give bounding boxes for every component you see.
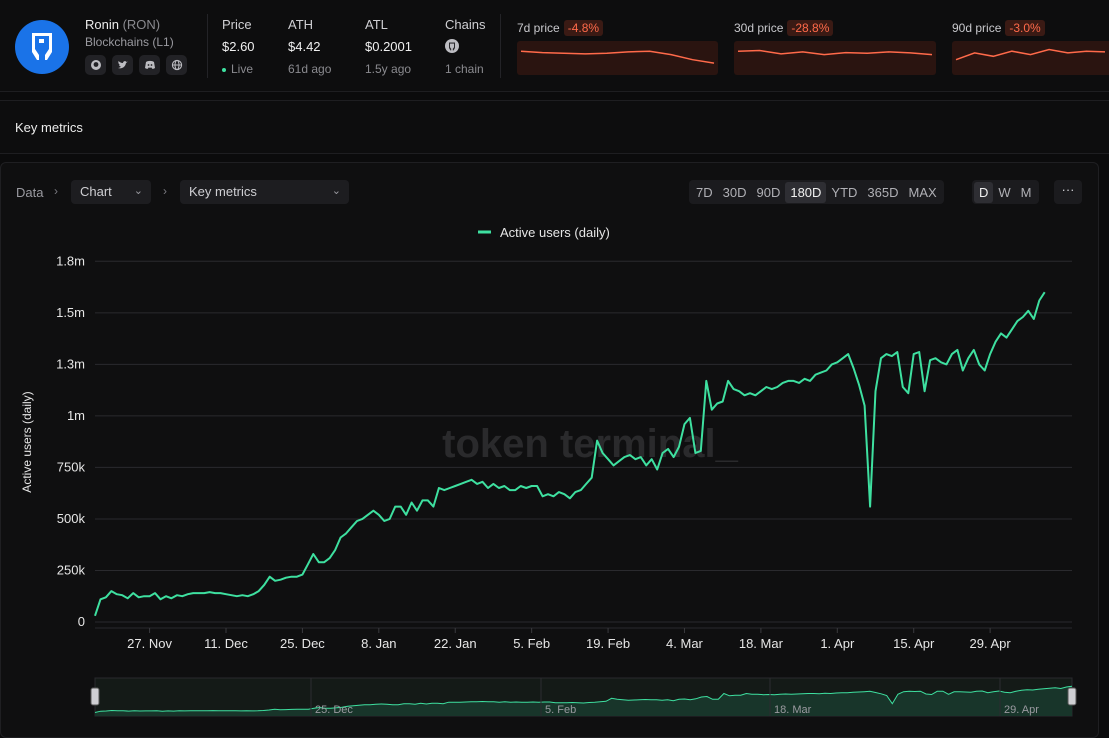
stat-label: ATH (288, 17, 314, 32)
granularity-button-d[interactable]: D (974, 181, 994, 203)
divider (207, 14, 208, 78)
range-button-7d[interactable]: 7D (696, 184, 713, 200)
price-change-label: 30d price (734, 21, 784, 35)
view-select[interactable]: Chart ⌄ (71, 180, 151, 204)
range-selector: 7D 30D 90D 180D YTD 365D MAX (689, 180, 944, 204)
price-change-badge: -4.8% (563, 20, 604, 36)
chevron-right-icon: › (54, 184, 58, 198)
price-change-90d: 90d price -3.0% (952, 20, 1045, 36)
range-button-30d[interactable]: 30D (722, 184, 747, 200)
globe-icon[interactable] (166, 55, 187, 75)
project-ticker: (RON) (122, 17, 161, 32)
sparkline-line (520, 50, 715, 64)
price-change-label: 7d price (517, 21, 560, 35)
sparkline-90d-plot (955, 48, 1106, 61)
chevron-down-icon: ⌄ (133, 185, 143, 197)
twitter-icon[interactable] (112, 55, 133, 75)
range-button-365d[interactable]: 365D (867, 184, 899, 200)
stat-label: Price (222, 17, 252, 32)
stat-value: $4.42 (288, 39, 321, 54)
sparkline-30d-plot (737, 49, 933, 56)
project-name-text: Ronin (85, 17, 119, 32)
project-name: Ronin (RON) (85, 17, 160, 32)
live-dot-icon (222, 67, 226, 72)
stat-ath: ATH $4.42 61d ago (288, 17, 331, 76)
view-select-value: Chart (80, 184, 112, 199)
sparkline-line (737, 49, 933, 56)
stat-sub: 1.5y ago (365, 62, 412, 76)
price-change-label: 90d price (952, 21, 1002, 35)
stat-sub: 61d ago (288, 62, 332, 76)
range-button-ytd[interactable]: YTD (831, 184, 858, 200)
price-change-badge: -28.8% (787, 20, 834, 36)
key-metrics-section: Key metrics (0, 100, 1109, 154)
range-button-180d[interactable]: 180D (785, 181, 827, 203)
chevron-right-icon: › (163, 184, 167, 198)
price-change-7d: 7d price -4.8% (517, 20, 604, 36)
sparkline-7d-plot (520, 50, 715, 64)
project-category: Blockchains (L1) (85, 35, 174, 49)
stat-atl: ATL $0.2001 1.5y ago (365, 17, 412, 76)
more-options-button[interactable]: ··· (1054, 180, 1082, 204)
stat-sub: 1 chain (445, 62, 484, 76)
granularity-button-w[interactable]: W (998, 184, 1011, 200)
price-change-badge: -3.0% (1005, 20, 1045, 36)
stat-label: Chains (445, 17, 486, 32)
github-icon[interactable] (85, 55, 106, 75)
stat-value: $0.2001 (365, 39, 412, 54)
sparkline-90d (952, 41, 1109, 75)
breadcrumb-data[interactable]: Data (16, 185, 44, 200)
stat-value: $2.60 (222, 39, 255, 54)
metric-select-value: Key metrics (189, 184, 257, 199)
chart-panel: Data › Chart ⌄ › Key metrics ⌄ 7D 30D 90D 180… (0, 162, 1099, 738)
stat-price: Price $2.60 Live (222, 17, 255, 76)
discord-icon[interactable] (139, 55, 160, 75)
divider (500, 14, 501, 78)
chevron-down-icon: ⌄ (331, 185, 341, 197)
metric-select[interactable]: Key metrics ⌄ (180, 180, 349, 204)
granularity-button-m[interactable]: M (1020, 184, 1032, 200)
live-indicator: Live (222, 62, 255, 76)
sparkline-7d (517, 41, 718, 75)
section-title: Key metrics (15, 120, 83, 135)
stat-sub: Live (231, 62, 254, 76)
stat-label: ATL (365, 17, 388, 32)
ronin-chain-icon[interactable] (445, 39, 459, 53)
sparkline-line (955, 48, 1106, 61)
stat-chains: Chains 1 chain (445, 17, 485, 76)
social-links (85, 55, 187, 75)
price-change-30d: 30d price -28.8% (734, 20, 834, 36)
range-button-max[interactable]: MAX (908, 184, 937, 200)
range-button-90d[interactable]: 90D (756, 184, 781, 200)
ronin-logo-icon (15, 20, 69, 74)
sparkline-30d (734, 41, 936, 75)
project-header: Ronin (RON) Blockchains (L1) Price $2.60… (0, 0, 1109, 92)
